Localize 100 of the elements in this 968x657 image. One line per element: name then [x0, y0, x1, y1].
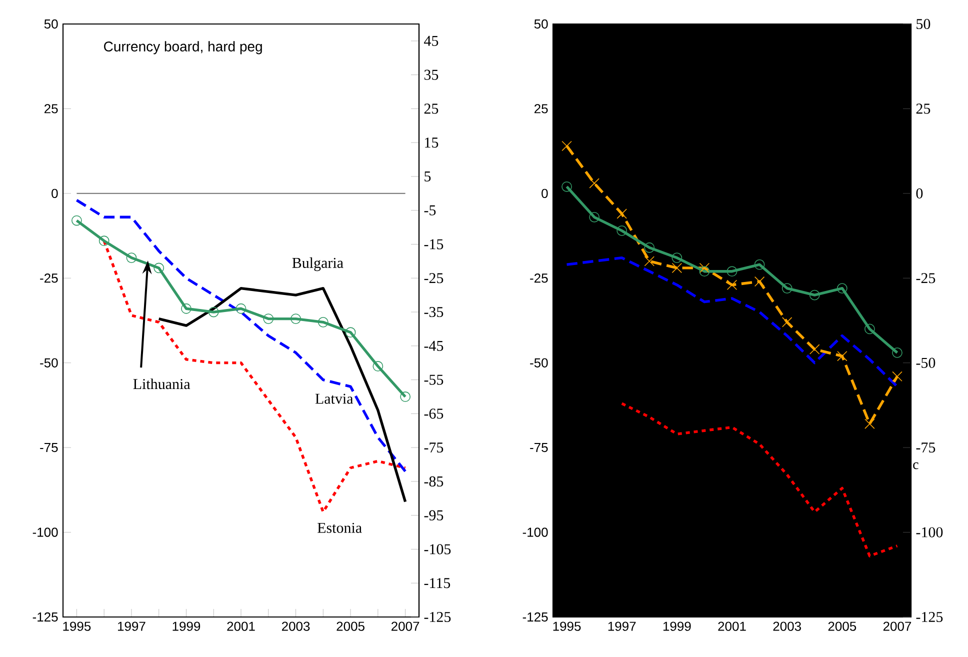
y-tick-label: -75: [40, 443, 58, 452]
y2-tick-label: -75: [424, 442, 444, 453]
point: [589, 212, 600, 222]
y-tick-label: 50: [916, 18, 930, 30]
y2-tick-label: -45: [424, 340, 444, 351]
x-tick-label: 2001: [718, 622, 746, 631]
x-tick-label: 1999: [663, 622, 691, 631]
y2-tick-label: -125: [424, 612, 451, 622]
text: c: [913, 462, 918, 470]
series-label: Latvia: [315, 394, 354, 404]
x-tick-label: 2001: [227, 622, 255, 631]
point: [810, 344, 820, 354]
point: [864, 324, 875, 334]
text: Currency board, hard peg: [104, 41, 262, 54]
y2-tick-label: 25: [424, 104, 438, 114]
point: [318, 316, 328, 328]
series-label: Estonia: [318, 522, 362, 533]
line-series: [102, 240, 407, 514]
y2-tick-label: -15: [424, 239, 444, 250]
y-tick-label: 25: [916, 104, 930, 114]
y2-tick-label: -95: [424, 510, 444, 520]
point: [672, 252, 682, 263]
y2-tick-label: -55: [424, 374, 444, 385]
point: [864, 418, 875, 429]
point: [400, 392, 411, 402]
point: [208, 306, 219, 318]
y2-tick-label: -115: [424, 578, 450, 588]
point: [562, 181, 572, 192]
point: [589, 178, 600, 188]
point: [644, 242, 655, 253]
point: [699, 262, 710, 274]
y2-tick-label: -50: [530, 358, 548, 368]
y-tick-label: -25: [916, 273, 936, 284]
y2-tick-label: 50: [534, 19, 548, 29]
point: [236, 303, 246, 314]
y2-tick-label: -125: [522, 612, 548, 622]
point: [562, 140, 572, 152]
x-tick-label: 2005: [828, 622, 856, 631]
point: [836, 283, 848, 294]
x-tick-label: 2003: [282, 622, 310, 631]
y2-tick-label: -5: [424, 205, 436, 216]
line-series: [565, 256, 899, 388]
y2-tick-label: -100: [522, 528, 548, 537]
x-tick-label: 2007: [392, 622, 420, 631]
text: Lithuania: [133, 378, 190, 390]
y2-tick-label: -25: [424, 273, 444, 284]
point: [126, 252, 137, 263]
x-tick-label: 2003: [773, 622, 801, 631]
point: [290, 314, 301, 324]
y-tick-label: 50: [44, 19, 58, 29]
x-tick-label: 1997: [608, 622, 636, 631]
y2-tick-label: -65: [424, 408, 444, 419]
y2-tick-label: 25: [534, 104, 548, 114]
point: [726, 280, 738, 290]
y2-tick-label: -35: [424, 306, 444, 318]
y-tick-label: -100: [916, 527, 943, 538]
point: [263, 314, 274, 324]
point: [782, 283, 792, 294]
y-tick-label: -125: [916, 612, 943, 622]
x-tick-label: 1997: [118, 622, 146, 631]
y2-tick-label: -75: [530, 443, 548, 452]
point: [72, 215, 82, 226]
y-tick-label: 0: [916, 188, 923, 198]
y-tick-label: 0: [52, 188, 58, 198]
x-tick-label: 2007: [883, 622, 912, 631]
point: [782, 317, 792, 328]
y2-tick-label: 5: [424, 172, 431, 182]
y-tick-label: -75: [916, 442, 936, 453]
point: [672, 262, 682, 274]
y2-tick-label: 15: [425, 138, 438, 148]
point: [616, 208, 627, 219]
point: [616, 225, 628, 236]
x-tick-label: 2005: [336, 622, 364, 631]
y-tick-label: -50: [916, 358, 936, 368]
point: [754, 276, 765, 287]
y-tick-label: -100: [32, 528, 58, 537]
point: [98, 236, 110, 246]
point: [726, 266, 738, 277]
x-tick-label: 1995: [553, 622, 581, 631]
y-tick-label: -50: [40, 358, 58, 368]
line-series: [620, 402, 899, 558]
point: [892, 371, 902, 382]
y-tick-label: 25: [44, 104, 58, 114]
y2-tick-label: -85: [424, 476, 444, 487]
y2-tick-label: -25: [530, 274, 548, 283]
point: [837, 350, 848, 362]
point: [181, 303, 192, 314]
x-tick-label: 1995: [63, 622, 91, 631]
point: [754, 259, 765, 270]
y2-tick-label: 0: [542, 188, 548, 198]
series-label: Bulgaria: [292, 257, 344, 272]
point: [892, 347, 902, 358]
point: [372, 361, 384, 372]
y-tick-label: -125: [32, 612, 58, 622]
point: [809, 290, 820, 300]
point: [345, 327, 356, 338]
x-tick-label: 1999: [172, 622, 200, 631]
y2-tick-label: 45: [424, 36, 438, 46]
point: [699, 266, 710, 277]
y-tick-label: -25: [40, 274, 58, 283]
